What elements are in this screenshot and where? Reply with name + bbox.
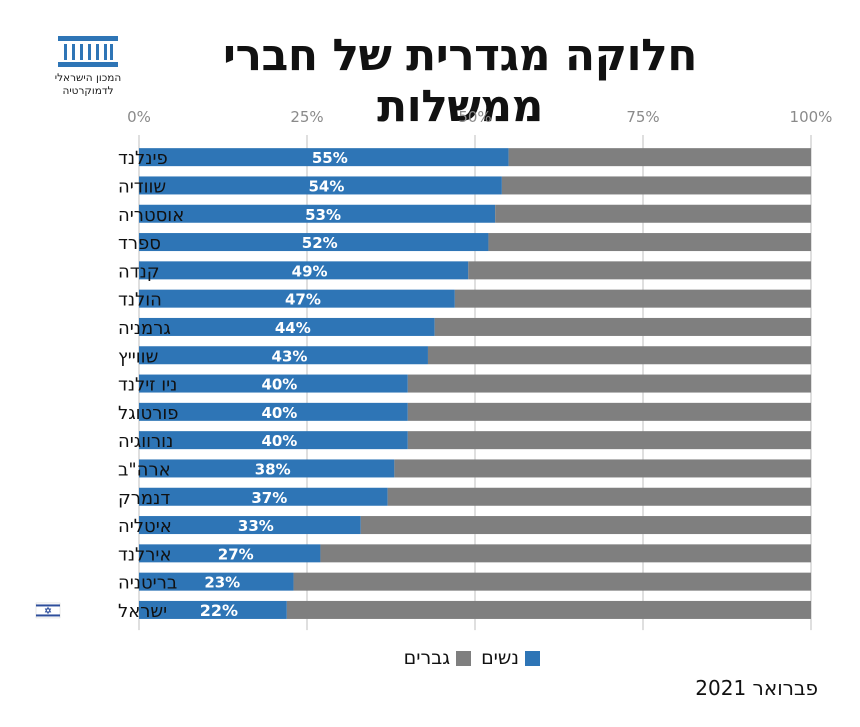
bar-men — [508, 148, 811, 167]
legend-item-women: נשים — [481, 647, 540, 669]
israel-flag-stripe — [36, 604, 60, 607]
bar-men — [407, 402, 811, 421]
bar-women — [139, 317, 435, 336]
bar-men — [394, 459, 811, 478]
x-tick-label: 100% — [790, 108, 833, 126]
bar-men — [434, 317, 811, 336]
data-label: 40% — [261, 376, 297, 394]
data-label: 54% — [308, 177, 344, 195]
category-label: פורטוגל — [118, 403, 179, 424]
x-tick-label: 75% — [626, 108, 659, 126]
category-label: פינלנד — [118, 148, 168, 169]
category-label: איטליה — [118, 516, 172, 537]
x-tick-label: 50% — [458, 108, 491, 126]
institute-logo — [58, 36, 118, 67]
data-label: 47% — [285, 291, 321, 309]
data-label: 49% — [292, 262, 328, 280]
bar-women — [139, 459, 395, 478]
category-label: ישראל — [118, 601, 167, 622]
legend-label-men: גברים — [403, 647, 451, 669]
category-label: אירלנד — [118, 544, 171, 565]
bar-women — [139, 148, 509, 167]
legend-label-women: נשים — [481, 647, 519, 669]
category-label: אוסטריה — [118, 205, 184, 226]
data-label: 38% — [255, 460, 291, 478]
legend-item-men: גברים — [403, 647, 472, 669]
bar-women — [139, 233, 489, 252]
bar-men — [501, 176, 811, 195]
bar-men — [320, 544, 811, 563]
bar-women — [139, 346, 428, 365]
bar-men — [495, 204, 811, 223]
data-label: 40% — [261, 404, 297, 422]
bar-men — [360, 516, 811, 535]
bar-men — [293, 572, 811, 591]
bar-men — [427, 346, 811, 365]
logo-text: המכון הישראלי לדמוקרטיה — [54, 72, 122, 97]
bar-women — [139, 402, 408, 421]
legend: נשים גברים — [360, 646, 540, 670]
data-label: 55% — [312, 149, 348, 167]
israel-flag-stripe — [36, 614, 60, 617]
bar-men — [407, 431, 811, 450]
category-label: ניו זילנד — [118, 375, 177, 396]
bar-men — [468, 261, 811, 280]
category-label: שווייץ — [118, 346, 158, 367]
star-of-david-part — [44, 608, 52, 615]
data-label: 44% — [275, 319, 311, 337]
bar-women — [139, 431, 408, 450]
bar-women — [139, 572, 294, 591]
category-label: הולנד — [118, 290, 162, 311]
bar-women — [139, 204, 496, 223]
bar-women — [139, 176, 502, 195]
category-label: קנדה — [118, 261, 160, 282]
data-label: 27% — [218, 545, 254, 563]
bar-women — [139, 516, 361, 535]
x-tick-label: 0% — [127, 108, 151, 126]
legend-swatch-women — [525, 650, 540, 666]
data-label: 52% — [302, 234, 338, 252]
data-label: 40% — [261, 432, 297, 450]
legend-swatch-men — [456, 650, 472, 666]
data-label: 37% — [251, 489, 287, 507]
star-of-david-part — [44, 606, 52, 613]
chart-title: חלוקה מגדרית של חברי ממשלות — [223, 30, 697, 132]
category-label: שוודיה — [118, 176, 166, 197]
data-label: 53% — [305, 206, 341, 224]
date-label: פברואר 2021 — [695, 676, 818, 700]
israel-flag-icon — [35, 602, 61, 619]
bar-men — [407, 374, 811, 393]
data-label: 23% — [204, 574, 240, 592]
bar-men — [387, 487, 811, 506]
bar-women — [139, 261, 469, 280]
data-label: 43% — [272, 347, 308, 365]
bar-women — [139, 487, 388, 506]
bar-women — [139, 289, 455, 308]
category-label: נורווגיה — [118, 431, 173, 452]
x-tick-label: 25% — [290, 108, 323, 126]
data-label: 22% — [200, 601, 238, 620]
category-label: גרמניה — [118, 318, 171, 339]
bar-men — [488, 233, 811, 252]
category-label: ארה"ב — [118, 459, 171, 480]
bar-women — [139, 600, 287, 619]
bar-men — [454, 289, 811, 308]
bar-women — [139, 374, 408, 393]
bar-women — [139, 544, 321, 563]
data-label: 33% — [238, 517, 274, 535]
bar-men — [286, 600, 812, 619]
category-label: ספרד — [118, 233, 161, 254]
category-label: דנמרק — [118, 488, 170, 509]
category-label: בריטניה — [118, 573, 177, 594]
